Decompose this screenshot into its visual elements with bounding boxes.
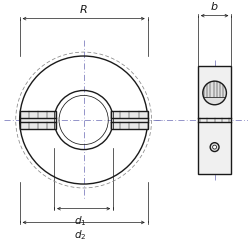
Circle shape (210, 143, 219, 152)
Text: R: R (80, 5, 88, 15)
Polygon shape (111, 111, 148, 129)
Text: $d_2$: $d_2$ (74, 228, 87, 242)
Text: b: b (211, 2, 218, 12)
Circle shape (203, 81, 226, 105)
Circle shape (213, 145, 216, 149)
Text: $d_1$: $d_1$ (74, 214, 87, 228)
Polygon shape (198, 66, 231, 174)
Polygon shape (20, 111, 56, 129)
